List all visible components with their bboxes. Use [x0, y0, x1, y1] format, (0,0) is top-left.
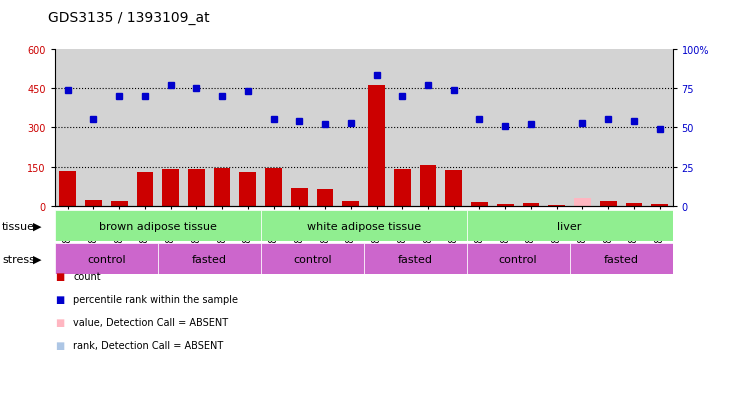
- Bar: [394, 170, 411, 206]
- Bar: [497, 204, 514, 206]
- Bar: [59, 171, 76, 206]
- Bar: [420, 165, 436, 206]
- Text: ■: ■: [55, 294, 64, 304]
- Bar: [162, 170, 179, 206]
- Text: count: count: [73, 272, 101, 282]
- Text: brown adipose tissue: brown adipose tissue: [99, 221, 216, 231]
- Text: tissue: tissue: [2, 221, 35, 231]
- Bar: [261, 211, 466, 242]
- Bar: [240, 173, 257, 206]
- Bar: [626, 203, 643, 206]
- Bar: [317, 190, 333, 206]
- Bar: [466, 211, 673, 242]
- Text: ■: ■: [55, 272, 64, 282]
- Text: fasted: fasted: [398, 254, 433, 264]
- Text: ■: ■: [55, 317, 64, 327]
- Bar: [265, 169, 282, 206]
- Bar: [55, 244, 158, 275]
- Bar: [466, 244, 569, 275]
- Text: white adipose tissue: white adipose tissue: [306, 221, 421, 231]
- Bar: [368, 86, 385, 206]
- Text: control: control: [87, 254, 126, 264]
- Bar: [363, 244, 466, 275]
- Bar: [342, 202, 359, 206]
- Bar: [291, 189, 308, 206]
- Text: ▶: ▶: [33, 221, 42, 231]
- Bar: [471, 203, 488, 206]
- Bar: [445, 171, 462, 206]
- Bar: [213, 169, 230, 206]
- Bar: [651, 204, 668, 206]
- Bar: [569, 244, 673, 275]
- Bar: [188, 169, 205, 206]
- Text: control: control: [293, 254, 332, 264]
- Text: control: control: [499, 254, 537, 264]
- Text: rank, Detection Call = ABSENT: rank, Detection Call = ABSENT: [73, 340, 224, 350]
- Bar: [55, 211, 261, 242]
- Bar: [600, 201, 616, 206]
- Bar: [85, 201, 102, 206]
- Text: liver: liver: [557, 221, 582, 231]
- Bar: [158, 244, 261, 275]
- Bar: [261, 244, 363, 275]
- Text: fasted: fasted: [192, 254, 227, 264]
- Text: ■: ■: [55, 340, 64, 350]
- Text: fasted: fasted: [604, 254, 639, 264]
- Bar: [574, 199, 591, 206]
- Text: GDS3135 / 1393109_at: GDS3135 / 1393109_at: [48, 11, 209, 25]
- Text: value, Detection Call = ABSENT: value, Detection Call = ABSENT: [73, 317, 228, 327]
- Text: ▶: ▶: [33, 254, 42, 264]
- Bar: [137, 173, 154, 206]
- Text: stress: stress: [2, 254, 35, 264]
- Bar: [111, 201, 127, 206]
- Text: percentile rank within the sample: percentile rank within the sample: [73, 294, 238, 304]
- Bar: [523, 203, 539, 206]
